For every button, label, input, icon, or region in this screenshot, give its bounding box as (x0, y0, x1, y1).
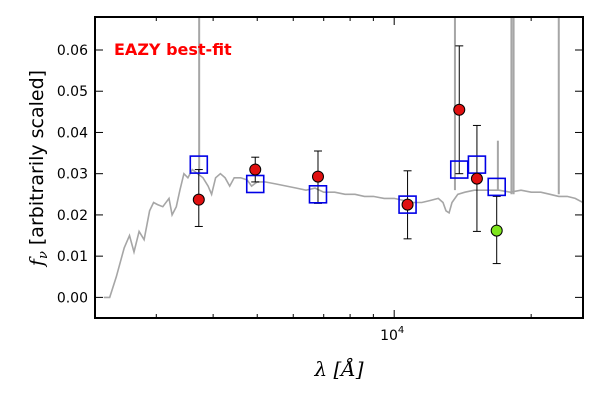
y-tick-label: 0.00 (57, 290, 88, 306)
y-tick-label: 0.01 (57, 249, 88, 265)
model-flux-square (189, 155, 209, 174)
annotation-label: EAZY best-fit (114, 40, 232, 59)
observed-flux-point (311, 170, 324, 183)
model-flux-square (308, 185, 328, 204)
observed-photometry-layer (192, 103, 503, 237)
y-tick-label: 0.04 (57, 125, 88, 141)
observed-flux-point (401, 198, 414, 211)
plot-frame (94, 16, 584, 319)
observed-flux-point (249, 163, 262, 176)
y-tick-label: 0.02 (57, 208, 88, 224)
model-flux-square (398, 195, 417, 214)
axis-ticks (95, 17, 583, 318)
observed-flux-point (470, 172, 483, 185)
y-tick-label: 0.05 (57, 84, 88, 100)
plot-area (103, 17, 583, 299)
y-tick-label: 0.06 (57, 43, 88, 59)
model-flux-square (487, 177, 507, 197)
x-axis-label: λ [Å] (313, 356, 363, 381)
svg-text:fν [arbitrarily scaled]: fν [arbitrarily scaled] (26, 70, 51, 268)
y-tick-labels: 0.00 0.01 0.02 0.03 0.04 0.05 0.06 (57, 43, 88, 306)
y-axis-label: fν [arbitrarily scaled] (26, 70, 51, 268)
model-spectrum-line (103, 168, 583, 299)
y-tick-label: 0.03 (57, 167, 88, 183)
highlight-flux-point (490, 224, 503, 237)
observed-flux-point (192, 193, 205, 206)
observed-flux-point (453, 103, 466, 116)
model-photometry-layer (189, 155, 507, 214)
model-spectrum-layer (103, 17, 583, 299)
x-tick-label: 104 (380, 325, 404, 344)
x-tick-labels: 104 (380, 325, 404, 344)
